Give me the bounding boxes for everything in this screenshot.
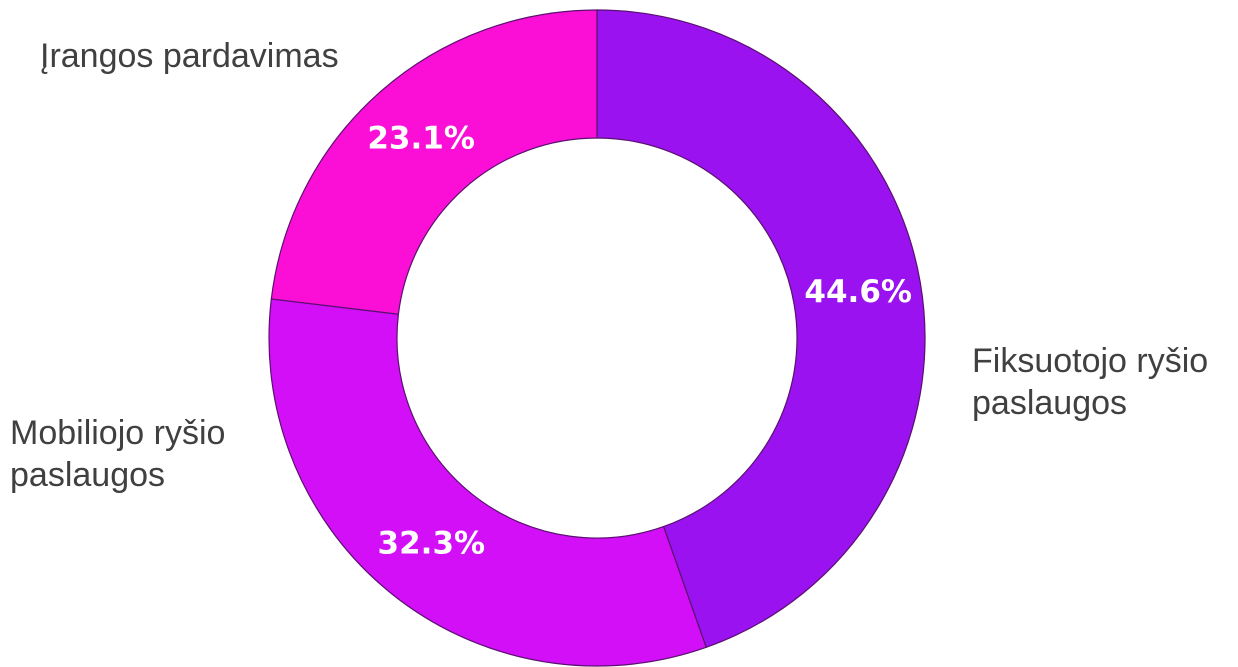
donut-segment <box>268 298 707 667</box>
category-label: Įrangos pardavimas <box>40 37 339 75</box>
donut-segment <box>596 9 926 649</box>
donut-segment <box>270 9 598 315</box>
category-label: Mobiliojo ryšio paslaugos <box>10 414 226 494</box>
data-label: 23.1% <box>367 120 475 156</box>
data-label: 32.3% <box>378 525 486 561</box>
data-label: 44.6% <box>804 274 912 310</box>
category-label: Fiksuotojo ryšio paslaugos <box>972 342 1209 422</box>
